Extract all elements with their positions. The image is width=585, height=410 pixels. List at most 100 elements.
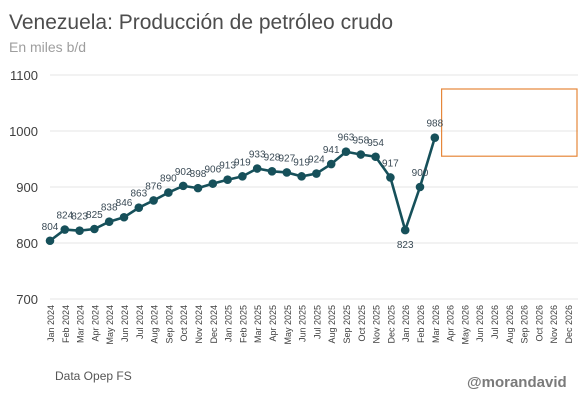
data-point — [267, 167, 277, 176]
data-point — [341, 147, 351, 157]
data-label: 988 — [426, 119, 443, 130]
data-label: 963 — [338, 133, 355, 144]
data-label: 919 — [293, 157, 310, 168]
series-points — [45, 133, 440, 246]
x-tick-label: Feb 2026 — [416, 305, 426, 343]
x-tick-label: Mar 2024 — [76, 305, 86, 343]
data-label: 824 — [56, 211, 73, 222]
data-label: 902 — [175, 167, 192, 178]
data-label: 954 — [367, 138, 384, 149]
x-tick-label: Oct 2025 — [357, 305, 367, 342]
highlight-area — [441, 88, 578, 157]
data-point — [149, 196, 158, 205]
x-axis: Jan 2024 Feb 2024 Mar 2024 Apr 2024 May 2024… — [46, 305, 574, 345]
data-point — [252, 164, 262, 173]
data-label: 825 — [86, 210, 103, 221]
x-tick-label: Jun 2025 — [298, 305, 308, 342]
data-point — [45, 236, 55, 246]
x-tick-label: Mar 2025 — [253, 305, 263, 343]
chart-title: Venezuela: Producción de petróleo crudo — [9, 11, 394, 34]
data-labels: 8048248238258388468638768909028989069139… — [42, 119, 444, 251]
y-tick-label: 1100 — [10, 68, 38, 83]
y-tick-label: 900 — [16, 180, 38, 195]
data-point — [400, 225, 410, 235]
data-label: 928 — [264, 152, 281, 163]
x-tick-label: Jan 2025 — [224, 305, 234, 342]
x-tick-label: May 2025 — [283, 305, 293, 345]
data-point — [312, 169, 321, 178]
y-tick-label: 700 — [16, 292, 38, 307]
y-axis: 700 800 900 1000 1100 — [9, 68, 38, 307]
x-tick-label: Oct 2026 — [534, 305, 544, 342]
gridlines — [50, 74, 578, 300]
x-tick-label: Aug 2025 — [327, 305, 337, 344]
highlight-box — [441, 88, 578, 157]
x-tick-label: Feb 2025 — [238, 305, 248, 343]
x-tick-label: Mar 2026 — [431, 305, 441, 343]
data-label: 823 — [71, 212, 88, 223]
data-label: 823 — [397, 240, 414, 251]
data-point — [430, 133, 440, 143]
data-point — [238, 172, 247, 181]
data-point — [134, 203, 144, 213]
x-tick-label: Dec 2026 — [564, 305, 574, 344]
x-tick-label: Nov 2026 — [549, 305, 559, 344]
x-tick-label: Nov 2025 — [372, 305, 382, 344]
data-label: 838 — [101, 203, 118, 214]
x-tick-label: Apr 2024 — [90, 305, 100, 342]
data-point — [193, 183, 203, 193]
x-tick-label: Apr 2025 — [268, 305, 278, 342]
data-label: 941 — [323, 145, 340, 156]
data-label: 890 — [160, 174, 177, 185]
x-tick-label: Jun 2026 — [475, 305, 485, 342]
data-label: 927 — [278, 153, 295, 164]
data-point — [119, 212, 129, 222]
data-point — [75, 226, 84, 235]
data-point — [415, 182, 425, 192]
data-point — [356, 150, 366, 159]
data-label: 863 — [130, 189, 147, 200]
data-point — [282, 168, 292, 177]
data-point — [297, 172, 306, 181]
data-label: 917 — [382, 158, 399, 169]
x-tick-label: Sep 2025 — [342, 305, 352, 344]
x-tick-label: Nov 2024 — [194, 305, 204, 344]
x-tick-label: Jan 2026 — [401, 305, 411, 342]
data-label: 900 — [412, 168, 429, 179]
data-point — [208, 179, 218, 188]
data-label: 898 — [190, 169, 207, 180]
x-tick-label: Aug 2026 — [505, 305, 515, 344]
data-label: 846 — [116, 198, 133, 209]
x-tick-label: Dec 2024 — [209, 305, 219, 344]
data-label: 804 — [42, 222, 59, 233]
data-point — [223, 175, 232, 185]
data-label: 876 — [145, 181, 162, 192]
data-point — [371, 152, 380, 162]
author-handle: @morandavid — [467, 374, 567, 391]
data-point — [326, 159, 336, 169]
x-tick-label: May 2026 — [460, 305, 470, 345]
x-tick-label: Sep 2024 — [164, 305, 174, 344]
y-tick-label: 800 — [16, 236, 38, 251]
x-tick-label: Jul 2025 — [312, 305, 322, 339]
source-note: Data Opep FS — [55, 369, 132, 383]
data-point — [90, 224, 99, 234]
x-tick-label: Jun 2024 — [120, 305, 130, 342]
chart-subtitle: En miles b/d — [9, 39, 87, 55]
data-point — [386, 173, 395, 182]
data-point — [60, 225, 70, 234]
x-tick-label: Jul 2024 — [135, 305, 145, 339]
data-label: 924 — [308, 155, 325, 166]
data-label: 933 — [249, 150, 266, 161]
data-label: 906 — [204, 165, 221, 176]
y-tick-label: 1000 — [9, 124, 38, 139]
data-label: 913 — [219, 161, 236, 172]
x-tick-label: May 2024 — [105, 305, 115, 345]
x-tick-label: Oct 2024 — [179, 305, 189, 342]
data-label: 958 — [352, 136, 369, 147]
data-point — [178, 181, 188, 191]
x-tick-label: Dec 2025 — [386, 305, 396, 344]
data-label: 919 — [234, 157, 251, 168]
x-tick-label: Jan 2024 — [46, 305, 56, 342]
